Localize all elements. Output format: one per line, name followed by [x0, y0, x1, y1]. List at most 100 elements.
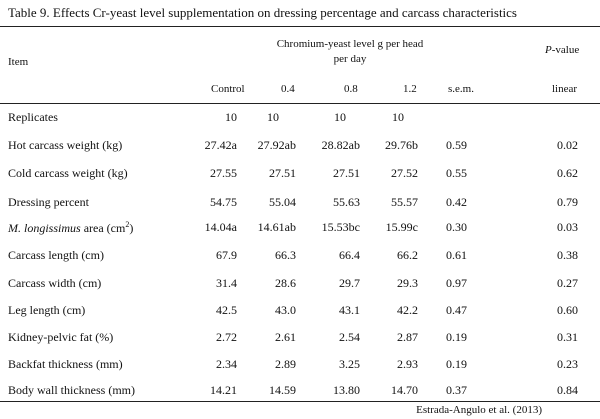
- cell-sem: 0.42: [446, 195, 467, 209]
- header-group-chromium-level: Chromium-yeast level g per head per day: [265, 37, 435, 67]
- row-label-end: ): [129, 221, 134, 235]
- header-col-0-4: 0.4: [281, 83, 295, 95]
- header-rule: [0, 103, 600, 104]
- table-row: Carcass length (cm) 67.9 66.3 66.4 66.2 …: [0, 248, 600, 264]
- row-label: Cold carcass weight (kg): [8, 166, 128, 180]
- cell-0-8: 28.82ab: [321, 138, 360, 152]
- header-col-linear: linear: [552, 83, 578, 95]
- cell-pvalue-linear: 0.79: [557, 195, 578, 209]
- cell-pvalue-linear: 0.23: [557, 357, 578, 371]
- cell-control: 14.21: [210, 383, 237, 397]
- cell-pvalue-linear: 0.31: [557, 330, 578, 344]
- cell-1-2: 42.2: [397, 303, 418, 317]
- cell-sem: 0.19: [446, 357, 467, 371]
- cell-control: 42.5: [216, 303, 237, 317]
- table-row: Kidney-pelvic fat (%) 2.72 2.61 2.54 2.8…: [0, 330, 600, 346]
- row-label: Hot carcass weight (kg): [8, 138, 123, 152]
- cell-0-4: 55.04: [269, 195, 296, 209]
- cell-1-2: 10: [392, 110, 404, 124]
- row-label: Carcass width (cm): [8, 276, 102, 290]
- row-label: Leg length (cm): [8, 303, 86, 317]
- table-row: Backfat thickness (mm) 2.34 2.89 3.25 2.…: [0, 357, 600, 373]
- cell-0-4: 2.89: [275, 357, 296, 371]
- cell-0-4: 14.61ab: [257, 220, 296, 234]
- cell-control: 2.34: [216, 357, 237, 371]
- cell-pvalue-linear: 0.27: [557, 276, 578, 290]
- cell-0-8: 55.63: [333, 195, 360, 209]
- row-label-superscript: 2: [125, 220, 130, 229]
- cell-0-4: 28.6: [275, 276, 296, 290]
- cell-0-4: 14.59: [269, 383, 296, 397]
- header-pvalue-p: P: [545, 44, 552, 56]
- cell-control: 14.04a: [204, 220, 237, 234]
- header-item: Item: [8, 56, 29, 68]
- table-row: Hot carcass weight (kg) 27.42a 27.92ab 2…: [0, 138, 600, 154]
- table-row: Carcass width (cm) 31.4 28.6 29.7 29.3 0…: [0, 276, 600, 292]
- table-row-replicates: Replicates 10 10 10 10: [0, 110, 600, 126]
- cell-sem: 0.19: [446, 330, 467, 344]
- cell-0-4: 27.92ab: [257, 138, 296, 152]
- row-label-rest: area (cm: [80, 221, 126, 235]
- cell-0-8: 13.80: [333, 383, 360, 397]
- cell-sem: 0.97: [446, 276, 467, 290]
- top-rule: [0, 26, 600, 27]
- header-col-1-2: 1.2: [403, 83, 417, 95]
- header-pvalue: P-value: [545, 44, 579, 56]
- cell-control: 27.42a: [204, 138, 237, 152]
- cell-1-2: 27.52: [391, 166, 418, 180]
- table-row: Dressing percent 54.75 55.04 55.63 55.57…: [0, 195, 600, 211]
- source-citation: Estrada-Angulo et al. (2013): [416, 404, 542, 416]
- cell-control: 31.4: [216, 276, 237, 290]
- cell-0-4: 66.3: [275, 248, 296, 262]
- cell-pvalue-linear: 0.03: [557, 220, 578, 234]
- row-label: Kidney-pelvic fat (%): [8, 330, 114, 344]
- cell-sem: 0.37: [446, 383, 467, 397]
- cell-control: 2.72: [216, 330, 237, 344]
- header-group-line-1: Chromium-yeast level g per head: [276, 38, 424, 50]
- cell-1-2: 2.87: [397, 330, 418, 344]
- cell-pvalue-linear: 0.60: [557, 303, 578, 317]
- cell-0-8: 10: [334, 110, 346, 124]
- row-label: Carcass length (cm): [8, 248, 104, 262]
- header-col-0-8: 0.8: [344, 83, 358, 95]
- row-label: Replicates: [8, 110, 58, 124]
- cell-control: 54.75: [210, 195, 237, 209]
- row-label: Body wall thickness (mm): [8, 383, 135, 397]
- cell-1-2: 2.93: [397, 357, 418, 371]
- cell-pvalue-linear: 0.02: [557, 138, 578, 152]
- cell-0-8: 15.53bc: [321, 220, 360, 234]
- cell-sem: 0.59: [446, 138, 467, 152]
- cell-sem: 0.55: [446, 166, 467, 180]
- cell-sem: 0.47: [446, 303, 467, 317]
- cell-0-4: 43.0: [275, 303, 296, 317]
- cell-1-2: 14.70: [391, 383, 418, 397]
- row-label: M. longissimus area (cm2): [8, 220, 133, 236]
- cell-0-4: 2.61: [275, 330, 296, 344]
- cell-1-2: 29.3: [397, 276, 418, 290]
- cell-pvalue-linear: 0.62: [557, 166, 578, 180]
- cell-1-2: 29.76b: [385, 138, 418, 152]
- row-label: Dressing percent: [8, 195, 89, 209]
- cell-sem: 0.30: [446, 220, 467, 234]
- cell-0-8: 66.4: [339, 248, 360, 262]
- cell-1-2: 66.2: [397, 248, 418, 262]
- header-pvalue-suffix: -value: [551, 44, 580, 56]
- row-label-italic: M. longissimus: [8, 221, 81, 235]
- header-group-line-2: per day: [333, 53, 367, 65]
- cell-0-4: 10: [267, 110, 279, 124]
- cell-control: 10: [225, 110, 237, 124]
- cell-0-8: 2.54: [339, 330, 360, 344]
- cell-0-8: 29.7: [339, 276, 360, 290]
- cell-pvalue-linear: 0.84: [557, 383, 578, 397]
- table-row: Leg length (cm) 42.5 43.0 43.1 42.2 0.47…: [0, 303, 600, 319]
- cell-sem: 0.61: [446, 248, 467, 262]
- table-caption: Table 9. Effects Cr-yeast level suppleme…: [8, 5, 517, 20]
- table-row: Body wall thickness (mm) 14.21 14.59 13.…: [0, 383, 600, 399]
- row-label: Backfat thickness (mm): [8, 357, 123, 371]
- cell-1-2: 55.57: [391, 195, 418, 209]
- cell-control: 67.9: [216, 248, 237, 262]
- cell-control: 27.55: [210, 166, 237, 180]
- cell-0-8: 43.1: [339, 303, 360, 317]
- cell-0-8: 27.51: [333, 166, 360, 180]
- cell-pvalue-linear: 0.38: [557, 248, 578, 262]
